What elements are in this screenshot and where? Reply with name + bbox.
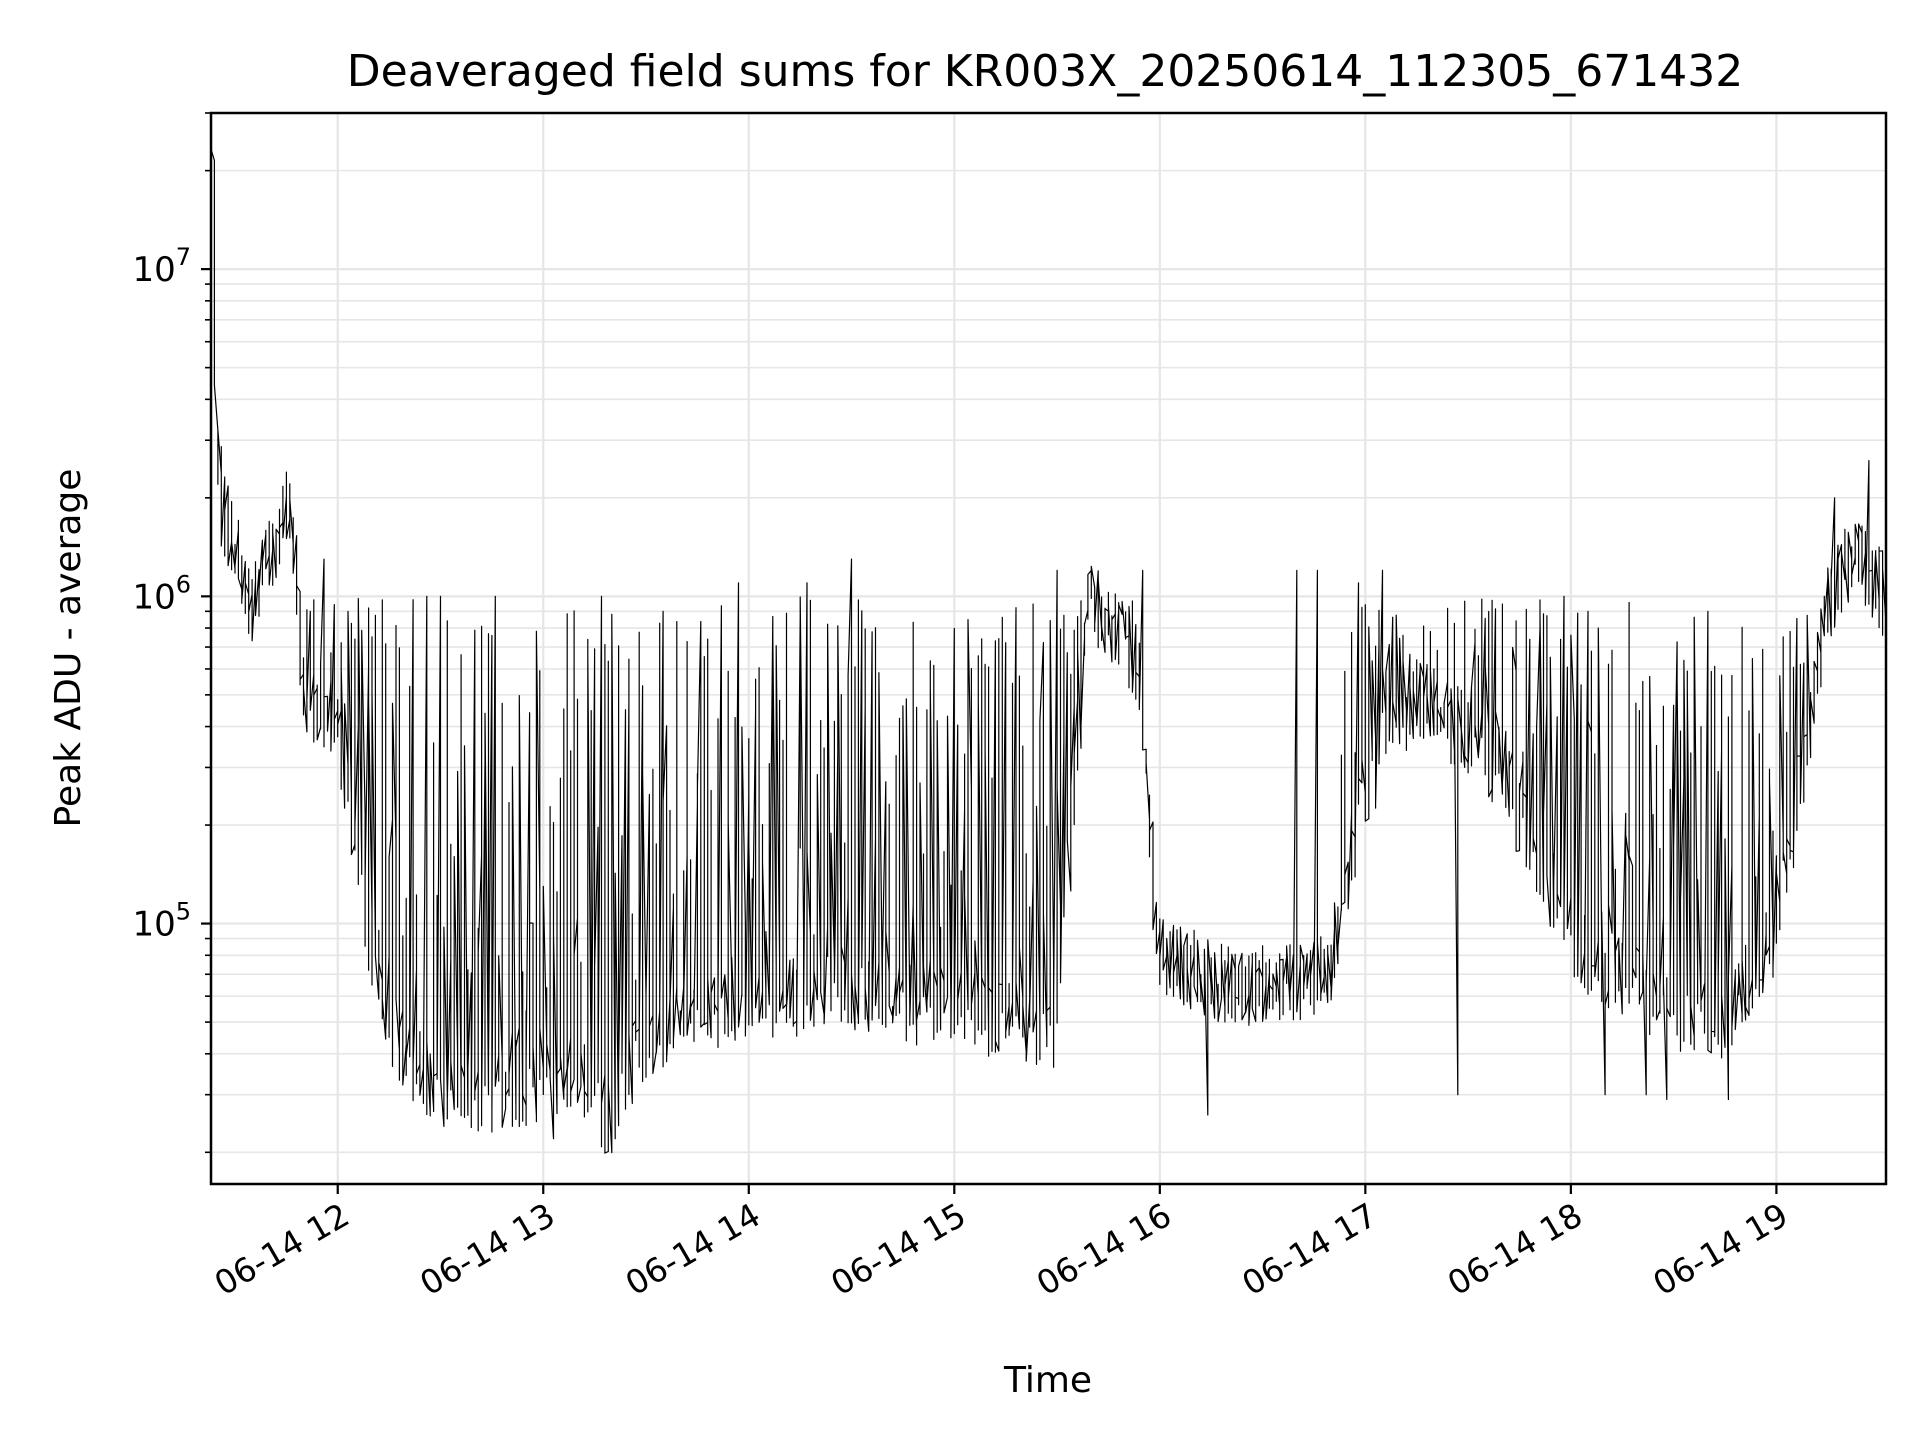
y-tick-label: 105: [132, 898, 191, 945]
series-layer: [210, 148, 1887, 1154]
y-axis: 105 106 107: [132, 112, 211, 1154]
x-axis-label: Time: [1003, 1360, 1092, 1401]
y-axis-label: Peak ADU - average: [48, 469, 89, 828]
y-tick-label: 106: [132, 570, 191, 617]
y-tick-label: 107: [132, 243, 191, 290]
chart-title: Deaveraged field sums for KR003X_2025061…: [347, 46, 1743, 97]
series-line: [210, 148, 1887, 1154]
plot-frame: [209, 111, 1888, 1186]
